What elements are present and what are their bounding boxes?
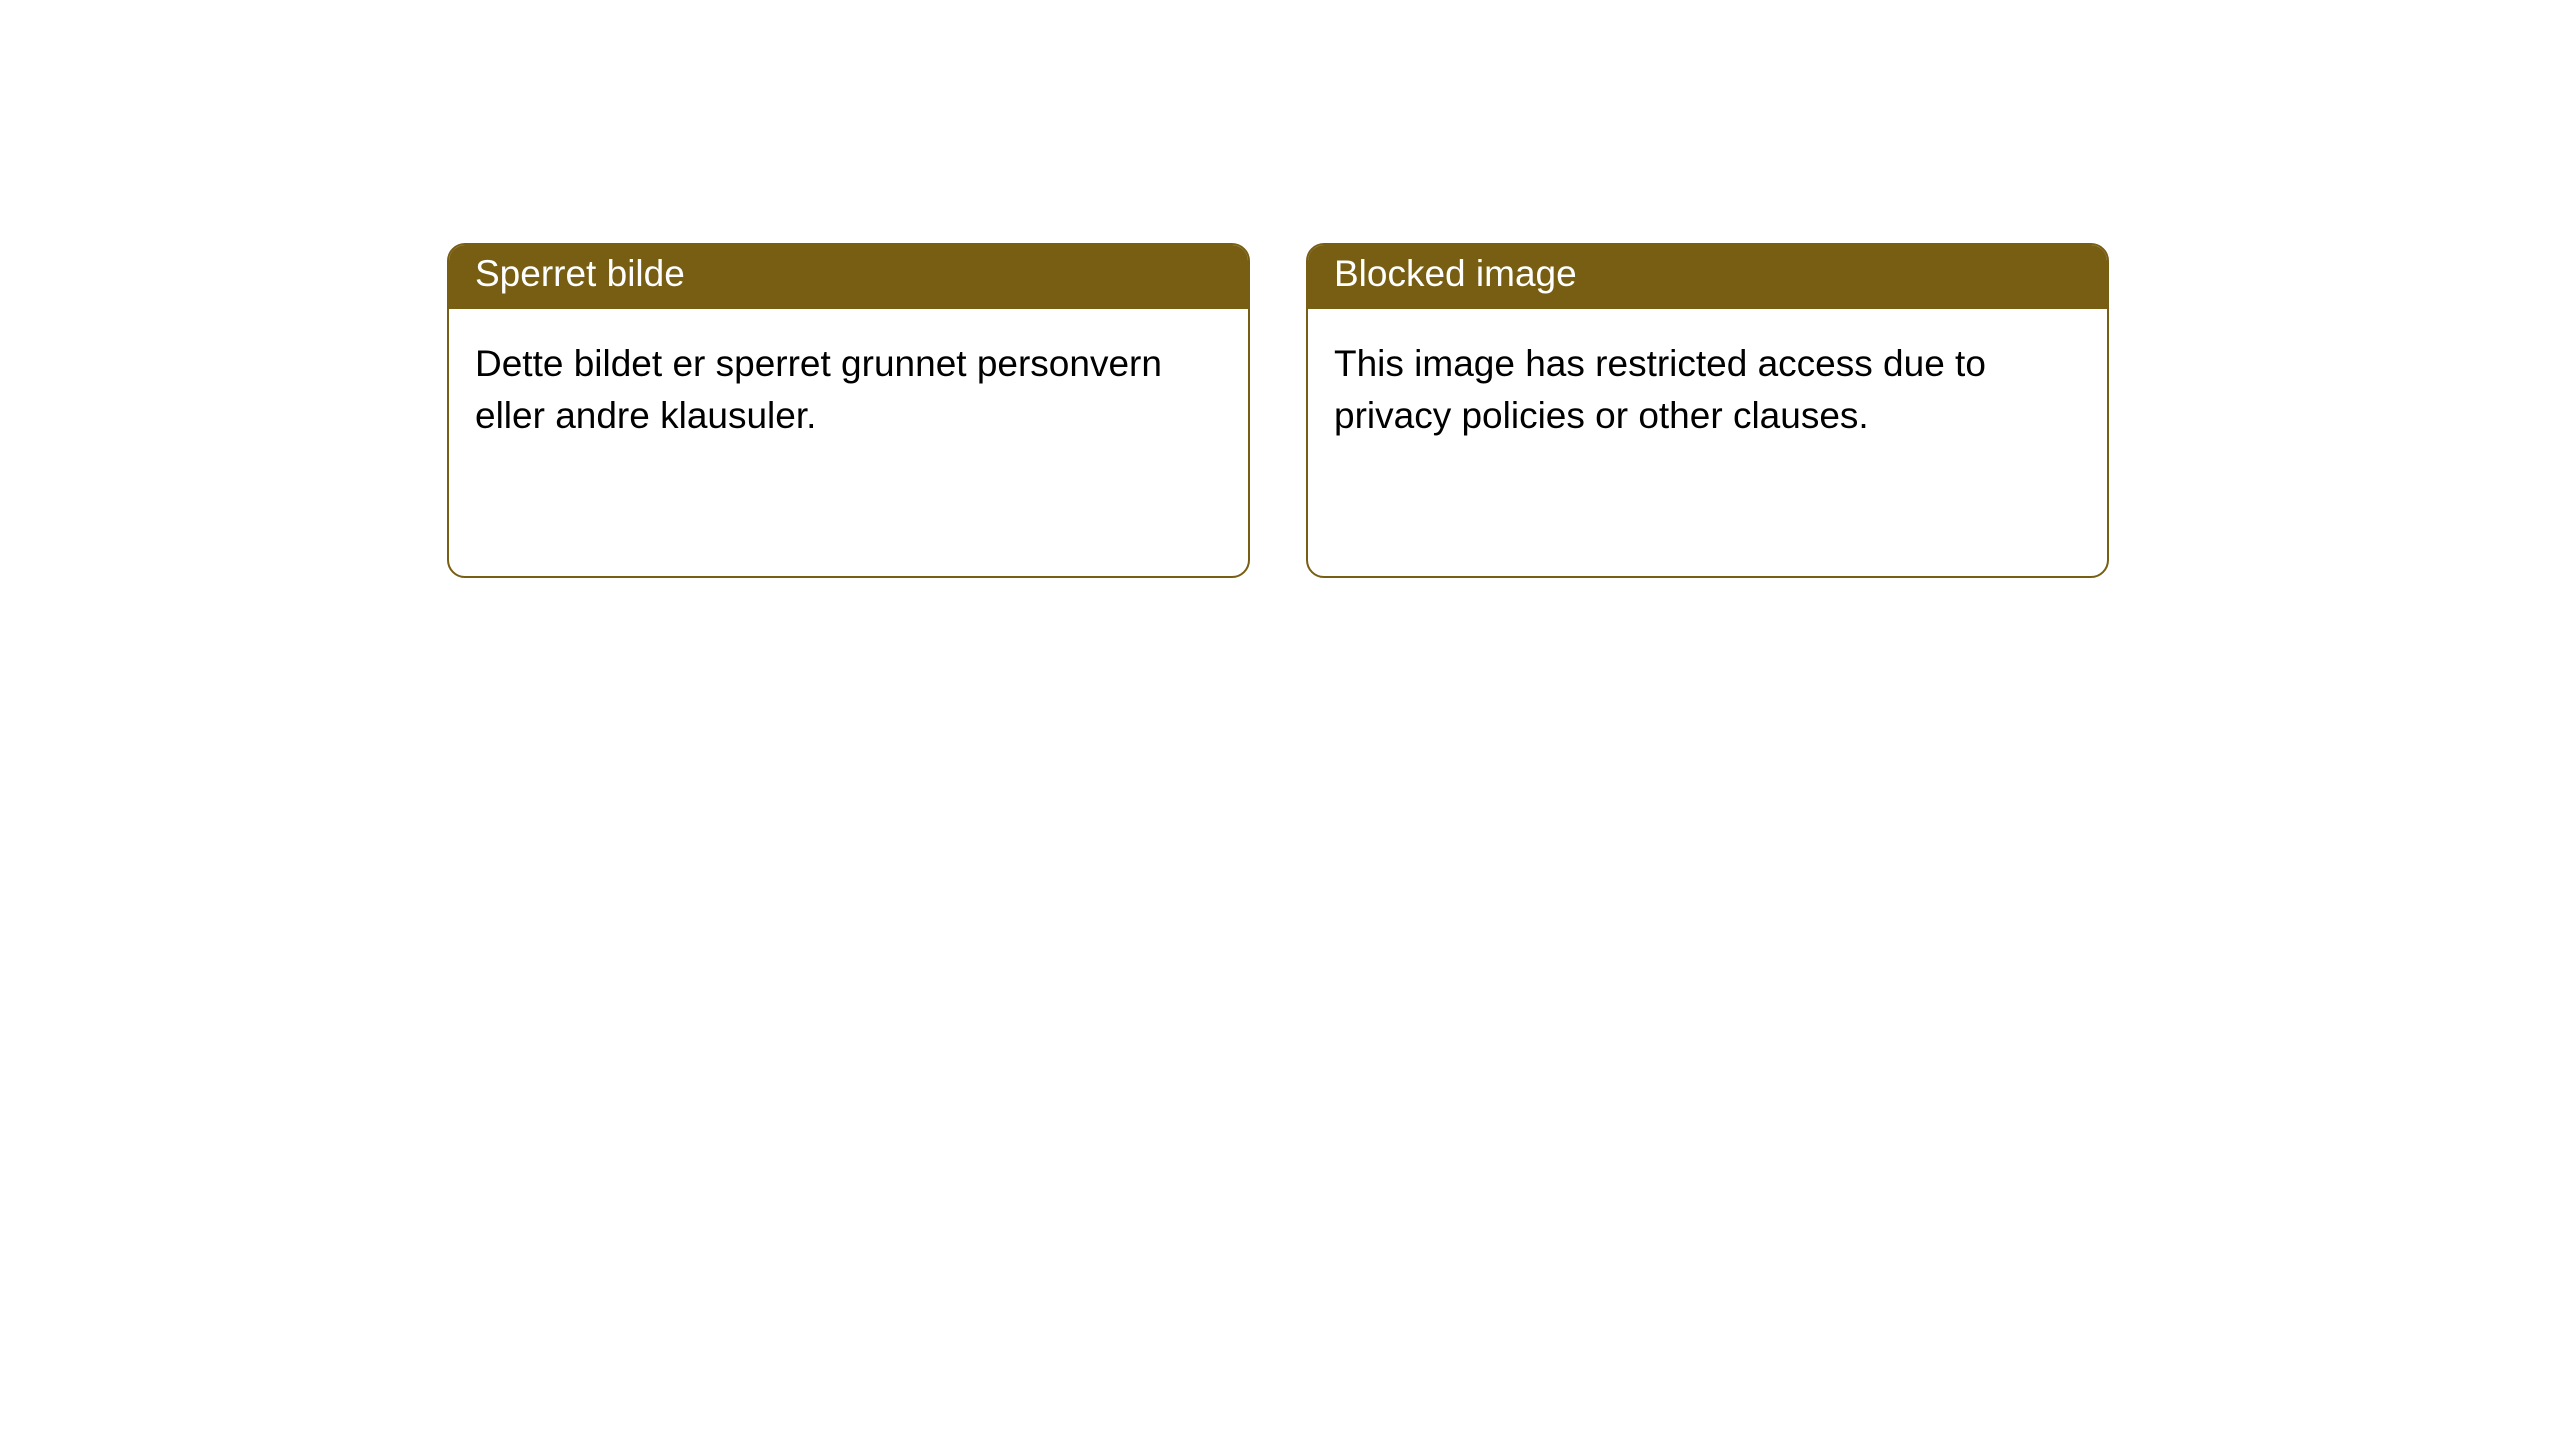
panel-title-no: Sperret bilde (449, 245, 1248, 309)
panel-body-no: Dette bildet er sperret grunnet personve… (449, 309, 1248, 470)
panel-container: Sperret bilde Dette bildet er sperret gr… (0, 0, 2560, 578)
panel-norwegian: Sperret bilde Dette bildet er sperret gr… (447, 243, 1250, 578)
panel-english: Blocked image This image has restricted … (1306, 243, 2109, 578)
panel-body-en: This image has restricted access due to … (1308, 309, 2107, 470)
panel-title-en: Blocked image (1308, 245, 2107, 309)
